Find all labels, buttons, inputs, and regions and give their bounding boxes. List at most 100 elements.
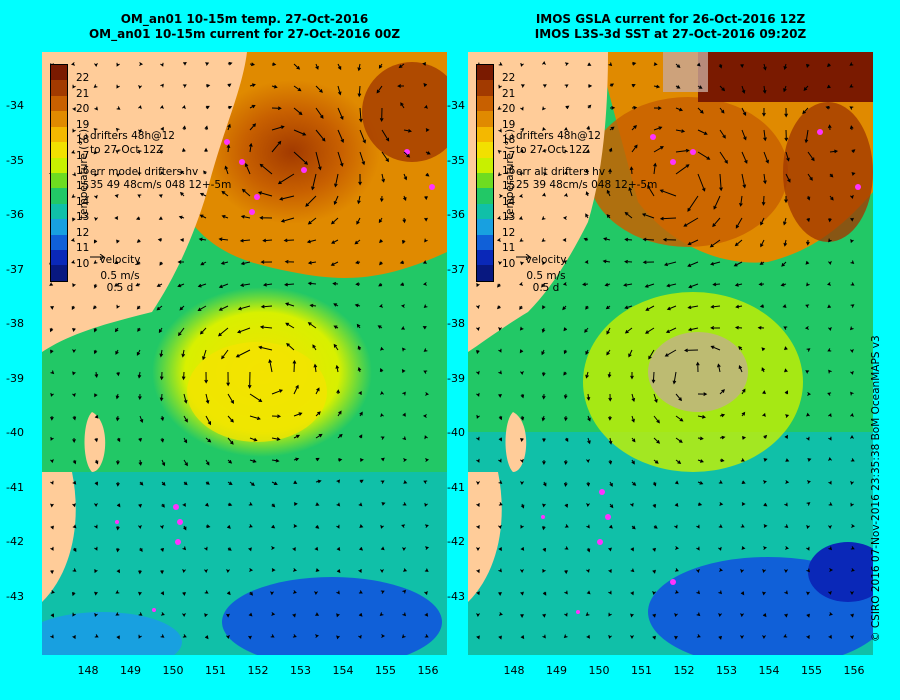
current-arrow	[284, 282, 295, 287]
current-arrow	[806, 239, 810, 246]
current-arrow	[227, 123, 231, 131]
current-arrow	[424, 502, 428, 507]
current-arrow	[476, 326, 480, 331]
current-arrow	[160, 83, 164, 88]
current-arrow	[733, 261, 743, 267]
current-arrow	[204, 590, 209, 594]
current-arrow	[72, 415, 77, 421]
current-arrow	[271, 481, 278, 486]
current-arrow	[741, 173, 747, 189]
current-arrow	[586, 481, 591, 487]
current-arrow	[249, 591, 253, 596]
current-arrow	[664, 349, 677, 357]
latitude-label: -34	[6, 99, 24, 112]
current-arrow	[205, 105, 210, 110]
current-arrow	[72, 612, 76, 617]
colorbar-swatch	[477, 95, 493, 112]
current-arrow	[376, 85, 383, 94]
colorbar-tick-label: 10	[76, 257, 90, 270]
current-arrow	[226, 144, 231, 153]
current-arrow	[93, 260, 98, 264]
current-arrow	[380, 436, 385, 440]
current-arrow	[333, 303, 339, 307]
error-values: 35 49 48cm/s 048 12+-5m	[90, 179, 232, 191]
current-arrow	[221, 190, 229, 197]
current-arrow	[423, 370, 428, 374]
latitude-label: -42	[6, 535, 24, 548]
colorbar-swatch	[477, 219, 493, 235]
current-arrow	[315, 433, 323, 439]
current-arrow	[381, 129, 390, 142]
current-arrow	[116, 62, 120, 67]
current-arrow	[806, 591, 810, 596]
current-arrow	[674, 524, 678, 529]
current-arrow	[631, 525, 636, 530]
current-arrow	[850, 260, 855, 265]
colorbar-tick-label: 22	[502, 72, 516, 85]
current-arrow	[541, 238, 546, 242]
current-arrow	[717, 363, 721, 373]
current-arrow	[114, 260, 119, 265]
current-arrow	[586, 459, 590, 464]
current-arrow	[784, 613, 788, 618]
current-arrow	[72, 84, 76, 89]
current-arrow	[734, 239, 743, 247]
current-arrow	[624, 237, 633, 242]
current-arrow	[542, 261, 546, 266]
current-arrow	[476, 591, 480, 596]
current-arrow	[609, 503, 614, 509]
current-arrow	[94, 414, 99, 419]
model-temperature-map[interactable]: temperature (°C) drifters 48h@12 to 27-O…	[42, 52, 447, 655]
current-arrow	[335, 364, 340, 373]
current-arrow	[652, 481, 657, 487]
current-arrow	[718, 612, 722, 618]
current-arrow	[542, 192, 546, 197]
current-arrow	[380, 480, 385, 484]
current-arrow	[71, 305, 76, 311]
current-arrow	[271, 106, 282, 111]
current-arrow	[687, 195, 699, 212]
current-arrow	[829, 568, 834, 572]
colorbar-swatches	[50, 64, 68, 282]
current-arrow	[653, 437, 661, 444]
current-arrow	[476, 635, 480, 640]
current-arrow	[804, 129, 809, 144]
current-arrow	[629, 166, 634, 175]
current-arrow	[271, 458, 280, 463]
current-arrow	[631, 481, 637, 486]
current-arrow	[783, 326, 788, 330]
current-arrow	[828, 590, 832, 595]
current-arrow	[183, 481, 188, 486]
current-arrow	[652, 569, 656, 574]
current-arrow	[630, 547, 634, 552]
current-arrow	[741, 436, 747, 440]
current-arrow	[337, 63, 342, 71]
drifters-window: to 27-Oct 12Z	[90, 144, 164, 156]
current-arrow	[160, 437, 165, 443]
current-arrow	[697, 85, 703, 89]
longitude-label: 148	[77, 664, 99, 677]
current-arrow	[315, 612, 320, 616]
satellite-map-canvas	[468, 52, 873, 655]
current-arrow	[336, 524, 340, 529]
longitude-label: 156	[843, 664, 865, 677]
current-arrow	[807, 458, 812, 462]
current-arrow	[586, 125, 591, 131]
current-arrow	[784, 590, 788, 595]
current-arrow	[827, 282, 832, 286]
longitude-label: 149	[120, 664, 141, 677]
current-arrow	[224, 165, 229, 175]
current-arrow	[72, 547, 77, 553]
satellite-sst-map[interactable]: temperature (°C) drifters 48h@12 to 27-O…	[468, 52, 873, 655]
current-arrow	[585, 349, 589, 356]
current-arrow	[50, 459, 54, 464]
current-arrow	[675, 107, 684, 112]
current-arrow	[139, 415, 144, 424]
current-arrow	[247, 371, 252, 389]
current-arrow	[137, 327, 141, 332]
latitude-label: -39	[6, 371, 24, 385]
current-arrow	[179, 305, 185, 311]
current-arrow	[137, 194, 142, 198]
current-arrow	[293, 457, 300, 462]
current-arrow	[672, 371, 677, 385]
